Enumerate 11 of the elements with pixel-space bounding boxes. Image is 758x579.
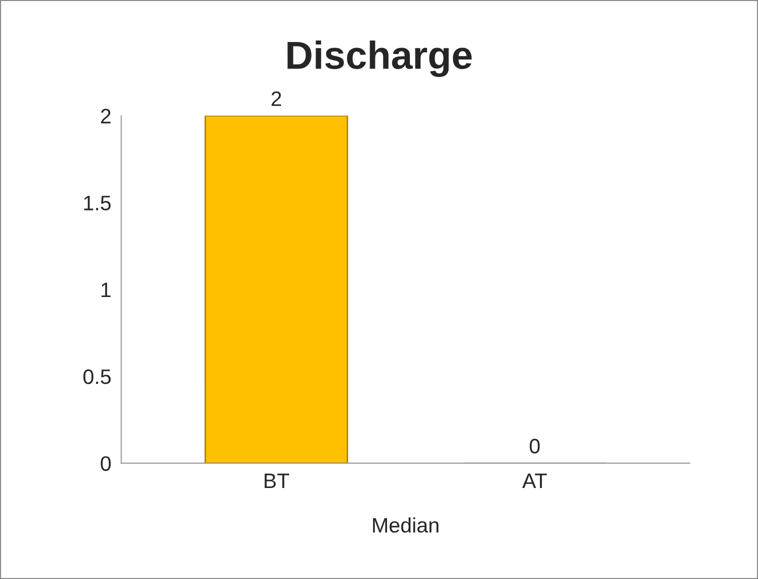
y-tick-label: 1 [102,282,111,298]
x-tick-label: BT [264,474,290,488]
data-label: 0 [530,438,540,454]
x-axis-title: Median [373,517,438,533]
x-tick-label: AT [522,474,547,488]
data-label: 2 [272,91,282,106]
y-tick-label: 1.5 [84,196,111,210]
y-tick-label: 0 [100,456,111,471]
y-tick-label: 2 [101,108,111,124]
chart-title: Discharge [288,40,472,77]
y-tick-label: 0.5 [83,369,111,384]
